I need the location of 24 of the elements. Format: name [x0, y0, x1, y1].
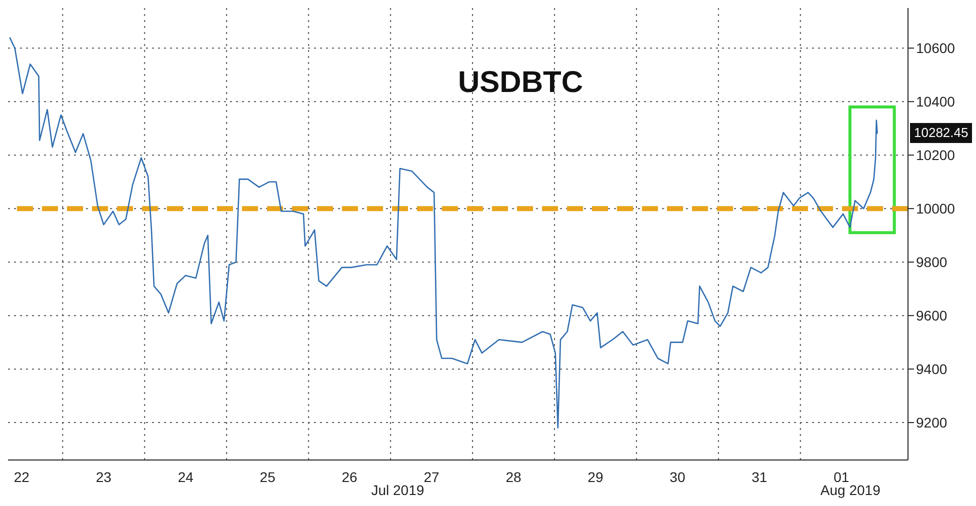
- text: Aug 2019: [819, 482, 882, 498]
- x-tick-label: 28: [506, 469, 522, 485]
- text: Jul 2019: [370, 482, 426, 498]
- x-tick-label: 31: [752, 469, 768, 485]
- y-tick-label: 10400: [916, 94, 956, 110]
- y-tick-label: 10200: [916, 147, 956, 164]
- x-tick-label: 24: [178, 469, 194, 485]
- x-tick-label: 01: [834, 469, 850, 485]
- text: USDBTC: [458, 66, 583, 100]
- y-tick-label: 9200: [916, 414, 948, 431]
- line-series: [9, 36, 878, 429]
- x-tick-label: 30: [670, 469, 686, 485]
- x-tick-label: 26: [342, 469, 358, 485]
- y-tick-label: 9400: [916, 361, 948, 378]
- x-tick-label: 23: [96, 469, 112, 485]
- y-tick-label: 10600: [916, 40, 956, 56]
- y-tick-label: 9600: [916, 308, 948, 324]
- x-tick-label: 27: [424, 469, 440, 485]
- y-tick-label: 9800: [916, 254, 948, 270]
- y-tick-label: 10000: [916, 200, 956, 217]
- annotation: 10282.45: [910, 123, 972, 144]
- x-tick-label: 22: [14, 469, 30, 485]
- x-tick-label: 29: [588, 469, 604, 485]
- x-tick-label: 25: [260, 469, 276, 485]
